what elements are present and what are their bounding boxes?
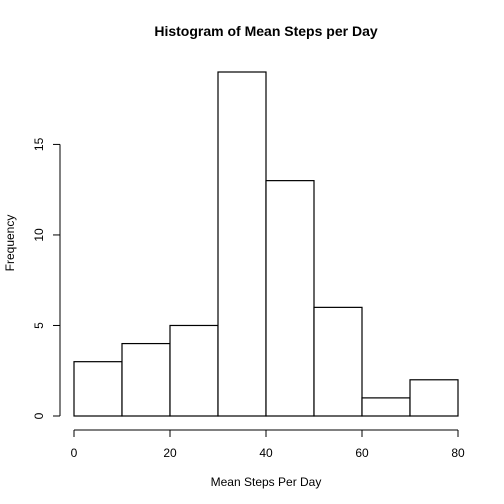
histogram-bar	[265, 180, 315, 417]
histogram-bar	[409, 379, 459, 417]
histogram-bar	[217, 71, 267, 417]
chart-title: Histogram of Mean Steps per Day	[154, 23, 377, 39]
histogram-bar	[169, 324, 219, 417]
y-axis-label: Frequency	[3, 215, 17, 272]
x-tick-label: 20	[163, 446, 177, 460]
bars-layer	[73, 71, 459, 417]
x-ticks: 0 20 40 60 80	[71, 430, 465, 460]
x-tick-label: 60	[355, 446, 369, 460]
y-tick-label: 15	[32, 137, 46, 151]
x-tick-label: 40	[259, 446, 273, 460]
x-tick-label: 0	[71, 446, 78, 460]
y-tick-label: 10	[32, 228, 46, 242]
histogram-bar	[73, 361, 123, 417]
x-tick-label: 80	[451, 446, 465, 460]
x-axis-label: Mean Steps Per Day	[211, 475, 322, 489]
histogram-bar	[121, 342, 171, 417]
histogram-bar	[313, 306, 363, 417]
y-tick-label: 5	[32, 322, 46, 329]
y-ticks: 0 5 10 15	[32, 137, 60, 419]
y-axis: 0 5 10 15	[32, 137, 61, 419]
y-tick-label: 0	[32, 412, 46, 419]
histogram-bar	[361, 397, 411, 417]
x-axis: 0 20 40 60 80	[71, 429, 465, 460]
